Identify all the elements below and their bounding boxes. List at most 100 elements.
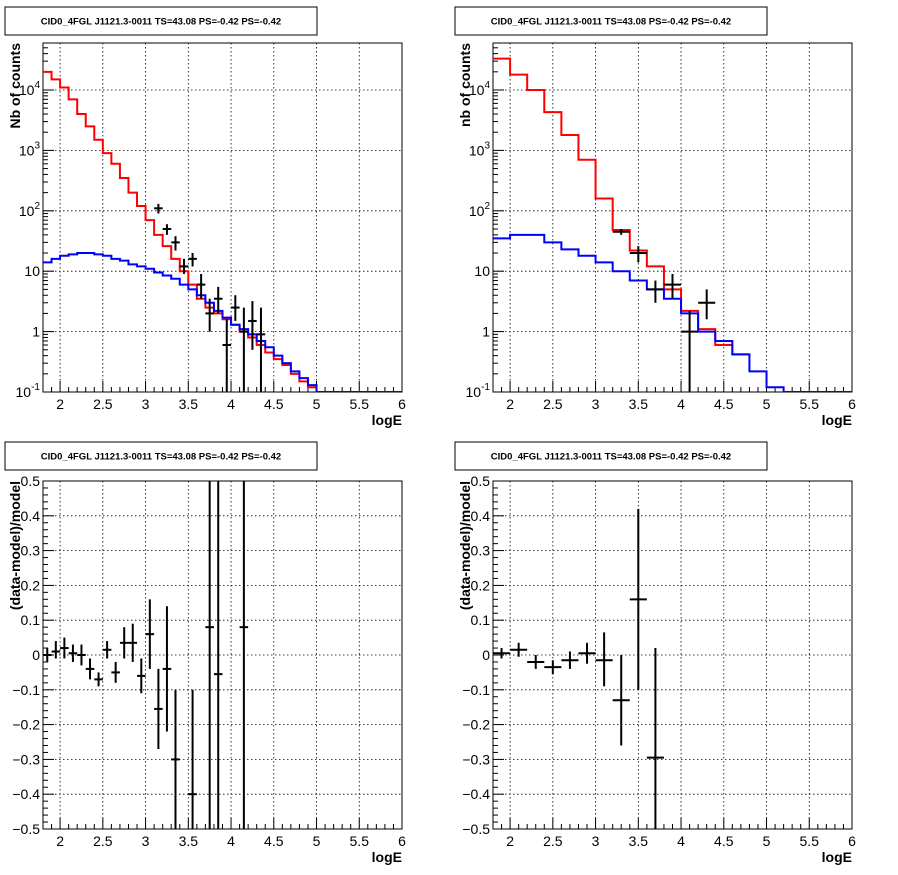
data-point [154, 668, 163, 749]
data-point [179, 258, 189, 274]
y-ticks [43, 480, 54, 830]
y-tick-exponent: 2 [484, 201, 490, 212]
y-tick-exponent: 2 [34, 201, 40, 212]
y-tick-base: 10 [19, 82, 35, 98]
y-tick-base: 10 [466, 384, 482, 400]
x-tick-label: 4.5 [264, 396, 284, 412]
chart-title: CID0_4FGL J1121.3-0011 TS=43.08 PS=-0.42… [41, 17, 281, 28]
y-tick-label: 0.4 [471, 508, 491, 524]
x-tick-label: 3.5 [179, 396, 199, 412]
y-tick-exponent: -1 [481, 382, 490, 393]
histogram-series-red [43, 70, 317, 389]
data-point [51, 641, 61, 659]
data-point [162, 606, 172, 732]
y-tick-label: 0 [32, 647, 40, 663]
y-tick-label: 10-1 [16, 382, 41, 400]
x-tick-label: 5 [313, 833, 321, 849]
grid [43, 481, 402, 829]
y-tick-label: −0.4 [462, 786, 490, 802]
y-tick-label: 0.3 [471, 543, 491, 559]
x-tick-label: 4 [227, 396, 235, 412]
data-point [102, 641, 112, 659]
data-point [77, 644, 86, 666]
y-tick-label: −0.3 [462, 751, 490, 767]
y-tick-label: 0.4 [21, 508, 41, 524]
y-tick-base: 10 [469, 142, 485, 158]
x-ticks [492, 818, 853, 829]
x-tick-label: 3 [592, 396, 600, 412]
plot-frame [492, 42, 853, 393]
y-tick-label: 103 [19, 140, 41, 158]
data-point [629, 246, 647, 263]
y-tick-label: 0.5 [21, 473, 41, 489]
chart-panel-2: CID0_4FGL J1121.3-0011 TS=43.08 PS=-0.42… [454, 6, 856, 428]
plot-area [493, 57, 852, 392]
y-ticks [43, 42, 54, 393]
data-point [119, 627, 129, 659]
y-tick-exponent: 3 [484, 140, 490, 151]
data-points [493, 508, 664, 829]
x-tick-label: 4.5 [714, 396, 734, 412]
x-axis-label: logE [372, 849, 402, 865]
chart-title: CID0_4FGL J1121.3-0011 TS=43.08 PS=-0.42… [491, 452, 731, 463]
x-tick-label: 2.5 [93, 396, 113, 412]
data-point [239, 481, 249, 829]
data-point [612, 228, 630, 235]
y-tick-base: 10 [469, 203, 485, 219]
x-tick-label: 4 [677, 396, 685, 412]
data-point [493, 648, 511, 659]
x-tick-label: 2.5 [543, 833, 563, 849]
y-tick-label: 102 [469, 201, 491, 219]
y-tick-exponent: 4 [484, 80, 490, 91]
chart-title: CID0_4FGL J1121.3-0011 TS=43.08 PS=-0.42… [41, 452, 281, 463]
x-tick-label: 5 [763, 396, 771, 412]
plot-frame [42, 42, 403, 393]
y-tick-label: 0.2 [471, 577, 491, 593]
x-tick-label: 4 [227, 833, 235, 849]
y-tick-label: 10-1 [466, 382, 491, 400]
grid [493, 43, 852, 392]
x-tick-label: 5 [763, 833, 771, 849]
x-tick-label: 2.5 [93, 833, 113, 849]
chart-title-box: CID0_4FGL J1121.3-0011 TS=43.08 PS=-0.42… [4, 441, 318, 471]
y-axis-label: Nb of counts [7, 43, 23, 129]
plot-area [43, 481, 249, 829]
plot-area [43, 70, 402, 392]
y-tick-exponent: 3 [34, 140, 40, 151]
title-frame [4, 441, 318, 471]
data-point [213, 481, 223, 829]
chart-title: CID0_4FGL J1121.3-0011 TS=43.08 PS=-0.42… [491, 17, 731, 28]
y-tick-label: 1 [482, 324, 490, 340]
y-tick-label: −0.3 [12, 751, 40, 767]
x-tick-label: 4 [677, 833, 685, 849]
y-tick-exponent: -1 [31, 382, 40, 393]
y-tick-base: 10 [469, 82, 485, 98]
y-tick-base: 1 [482, 324, 490, 340]
y-axis-label: nb of counts [457, 43, 473, 127]
histogram-series-blue [43, 252, 402, 392]
y-axis-label: (data-model)/model [457, 481, 473, 610]
x-tick-label: 5.5 [350, 833, 370, 849]
y-tick-base: 10 [19, 203, 35, 219]
data-point [612, 655, 630, 746]
data-point [561, 651, 579, 669]
data-point [510, 642, 528, 657]
y-ticks [493, 480, 504, 830]
x-ticks [492, 381, 853, 392]
x-tick-label: 4.5 [714, 833, 734, 849]
y-tick-label: 104 [469, 80, 491, 98]
data-points [43, 481, 249, 829]
y-tick-label: 0.2 [21, 577, 41, 593]
x-tick-label: 3.5 [629, 396, 649, 412]
x-tick-label: 5.5 [800, 396, 820, 412]
plot-area [493, 508, 664, 829]
chart-panel-4: CID0_4FGL J1121.3-0011 TS=43.08 PS=-0.42… [454, 441, 856, 865]
y-tick-exponent: 4 [34, 80, 40, 91]
y-tick-label: 10 [474, 263, 490, 279]
x-tick-label: 2 [506, 396, 514, 412]
title-frame [454, 441, 768, 471]
x-tick-label: 2 [56, 396, 64, 412]
data-point [205, 481, 214, 829]
y-tick-label: −0.1 [12, 682, 40, 698]
